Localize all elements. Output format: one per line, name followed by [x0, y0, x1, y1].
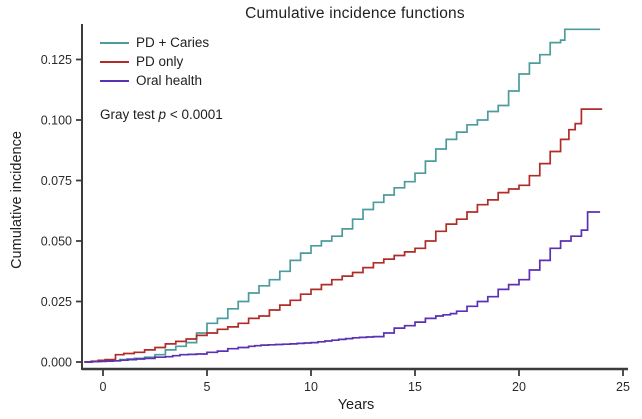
- y-tick-label: 0.125: [41, 53, 72, 67]
- x-tick-label: 15: [408, 380, 422, 394]
- pd-caries-line-swatch: [100, 41, 129, 44]
- annotation-suffix: < 0.0001: [169, 107, 223, 122]
- legend: PD + Caries PD only Oral health: [100, 33, 209, 90]
- y-axis-label: Cumulative incidence: [9, 131, 25, 269]
- y-tick-label: 0.075: [41, 174, 72, 188]
- x-axis-label: Years: [337, 397, 375, 413]
- x-tick-label: 25: [616, 380, 630, 394]
- chart-title: Cumulative incidence functions: [245, 5, 465, 22]
- gray-test-annotation: Gray test p < 0.0001: [100, 107, 223, 122]
- legend-label: PD + Caries: [136, 35, 210, 50]
- legend-label: PD only: [136, 54, 184, 69]
- oral-health-line-swatch: [100, 79, 129, 82]
- annotation-p-symbol: p: [158, 107, 167, 122]
- series-line-oral-health: [84, 211, 601, 363]
- y-tick-label: 0.050: [41, 235, 72, 249]
- series-line-pd-caries: [84, 28, 601, 363]
- y-tick-label: 0.100: [41, 114, 72, 128]
- legend-item-pd-only: PD only: [100, 52, 209, 71]
- legend-label: Oral health: [136, 73, 203, 88]
- y-tick-label: 0.000: [41, 356, 72, 370]
- y-tick-label: 0.025: [41, 295, 72, 309]
- legend-item-oral-health: Oral health: [100, 71, 209, 90]
- pd-only-line-swatch: [100, 60, 129, 63]
- series-line-pd-only: [84, 108, 603, 363]
- x-tick-label: 5: [204, 380, 211, 394]
- legend-item-pd-caries: PD + Caries: [100, 33, 209, 52]
- x-tick-label: 0: [100, 380, 107, 394]
- annotation-prefix: Gray test: [100, 107, 155, 122]
- x-tick-label: 20: [512, 380, 526, 394]
- x-tick-label: 10: [304, 380, 318, 394]
